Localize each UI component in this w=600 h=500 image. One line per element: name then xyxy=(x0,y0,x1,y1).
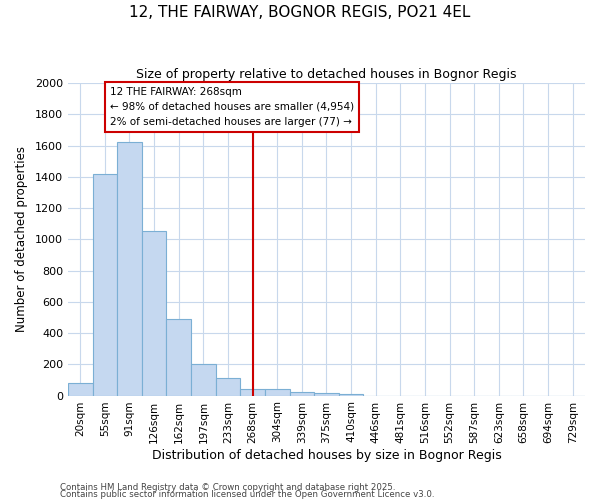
Text: Contains HM Land Registry data © Crown copyright and database right 2025.: Contains HM Land Registry data © Crown c… xyxy=(60,484,395,492)
Text: 12, THE FAIRWAY, BOGNOR REGIS, PO21 4EL: 12, THE FAIRWAY, BOGNOR REGIS, PO21 4EL xyxy=(130,5,470,20)
Bar xyxy=(215,378,240,396)
Bar xyxy=(142,232,166,396)
Bar xyxy=(339,394,364,396)
Title: Size of property relative to detached houses in Bognor Regis: Size of property relative to detached ho… xyxy=(136,68,517,80)
Bar xyxy=(314,393,339,396)
Bar xyxy=(166,319,191,396)
Text: Contains public sector information licensed under the Open Government Licence v3: Contains public sector information licen… xyxy=(60,490,434,499)
Bar xyxy=(191,364,215,396)
Bar xyxy=(68,383,92,396)
Text: 12 THE FAIRWAY: 268sqm
← 98% of detached houses are smaller (4,954)
2% of semi-d: 12 THE FAIRWAY: 268sqm ← 98% of detached… xyxy=(110,87,354,126)
X-axis label: Distribution of detached houses by size in Bognor Regis: Distribution of detached houses by size … xyxy=(152,450,502,462)
Bar xyxy=(92,174,117,396)
Bar xyxy=(290,392,314,396)
Bar xyxy=(117,142,142,396)
Bar xyxy=(265,390,290,396)
Y-axis label: Number of detached properties: Number of detached properties xyxy=(15,146,28,332)
Bar xyxy=(240,390,265,396)
